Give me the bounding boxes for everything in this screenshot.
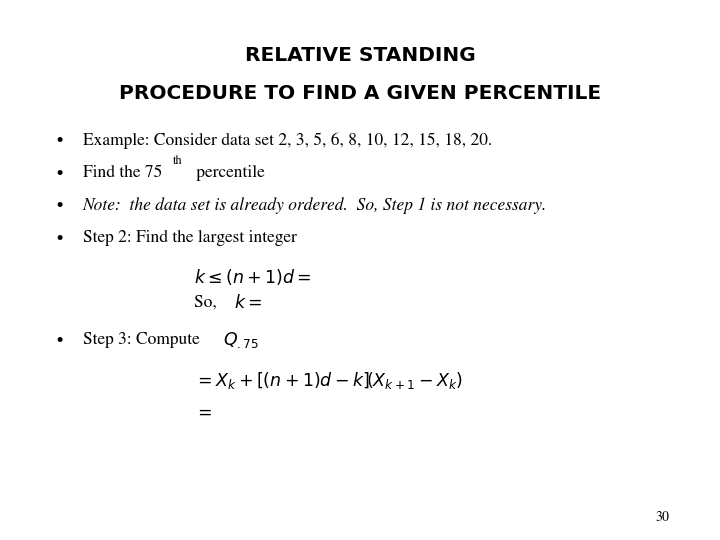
Text: $k =$: $k =$ [234, 294, 262, 312]
Text: Step 3: Compute: Step 3: Compute [83, 332, 208, 348]
Text: Step 2: Find the largest integer: Step 2: Find the largest integer [83, 230, 297, 246]
Text: •: • [54, 230, 64, 247]
Text: So,: So, [194, 294, 226, 310]
Text: $Q_{.75}$: $Q_{.75}$ [223, 330, 259, 350]
Text: •: • [54, 197, 64, 215]
Text: RELATIVE STANDING: RELATIVE STANDING [245, 46, 475, 65]
Text: •: • [54, 165, 64, 183]
Text: percentile: percentile [192, 165, 265, 181]
Text: 30: 30 [656, 510, 670, 524]
Text: Example: Consider data set 2, 3, 5, 6, 8, 10, 12, 15, 18, 20.: Example: Consider data set 2, 3, 5, 6, 8… [83, 132, 492, 149]
Text: $= X_k + \left[(n+1)d - k\right]\!\left(X_{k+1} - X_k\right)$: $= X_k + \left[(n+1)d - k\right]\!\left(… [194, 370, 464, 391]
Text: •: • [54, 132, 64, 150]
Text: th: th [173, 155, 182, 167]
Text: •: • [54, 332, 64, 350]
Text: Note:  the data set is already ordered.  So, Step 1 is not necessary.: Note: the data set is already ordered. S… [83, 197, 547, 214]
Text: PROCEDURE TO FIND A GIVEN PERCENTILE: PROCEDURE TO FIND A GIVEN PERCENTILE [119, 84, 601, 103]
Text: Find the 75: Find the 75 [83, 165, 162, 181]
Text: $k \leq \left(n+1\right)d =$: $k \leq \left(n+1\right)d =$ [194, 267, 312, 287]
Text: $=$: $=$ [194, 402, 212, 420]
